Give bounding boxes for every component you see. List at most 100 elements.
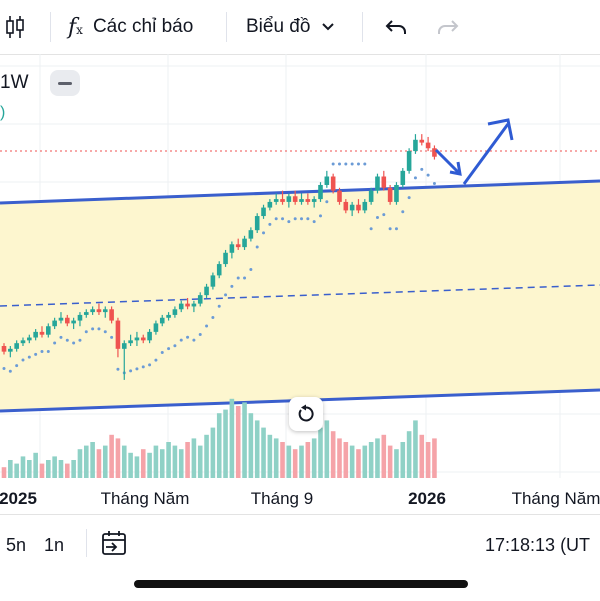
candle-body: [172, 309, 178, 315]
candle-body: [406, 151, 412, 171]
volume-bar: [147, 452, 152, 478]
candle-body: [159, 317, 165, 324]
range-1n-button[interactable]: 1n: [44, 535, 65, 555]
sar-dot: [401, 210, 405, 214]
sar-dot: [331, 162, 335, 166]
volume-bars: [1, 398, 437, 478]
volume-bar: [52, 456, 57, 478]
sar-dot: [40, 350, 44, 354]
sar-dot: [27, 355, 31, 359]
volume-bar: [387, 445, 393, 478]
candle-icon: [6, 16, 24, 38]
sar-dot: [198, 332, 202, 336]
sar-dot: [53, 341, 57, 345]
volume-bar: [413, 420, 418, 478]
legend-extra: ): [0, 104, 6, 121]
go-to-date-button[interactable]: [100, 529, 128, 562]
sar-dot: [148, 363, 152, 367]
chart-area[interactable]: 2025 Tháng Năm Tháng 9 2026 Tháng Năm 1W ): [0, 54, 600, 514]
volume-bar: [210, 427, 216, 478]
toolbar-divider: [362, 12, 363, 42]
volume-bar: [432, 438, 437, 478]
sar-dot: [356, 162, 360, 166]
undo-button[interactable]: [384, 0, 408, 54]
candle-body: [318, 184, 323, 200]
volume-bar: [39, 463, 45, 478]
candle-body: [343, 201, 349, 211]
sar-dot: [205, 324, 209, 328]
candle-body: [362, 201, 368, 211]
sar-dot: [103, 330, 107, 334]
volume-bar: [349, 445, 355, 478]
candle-body: [33, 331, 38, 338]
candle-body: [229, 244, 235, 253]
function-icon: fx: [68, 14, 83, 40]
sar-dot: [154, 358, 158, 362]
sar-dot: [426, 173, 430, 177]
sar-dot: [129, 369, 133, 373]
reset-chart-button[interactable]: [289, 397, 323, 431]
candle-body: [261, 207, 266, 217]
sar-dot: [160, 350, 164, 354]
sar-dot: [15, 364, 19, 368]
candle-body: [216, 264, 222, 276]
sar-dot: [388, 227, 392, 231]
candles: [1, 134, 437, 380]
candle-body: [273, 199, 279, 202]
sar-dot: [293, 217, 297, 221]
sar-dot: [255, 245, 259, 249]
x-axis-label: 2025: [0, 489, 37, 508]
candles-style-button[interactable]: [4, 0, 26, 54]
sar-dot: [268, 222, 272, 226]
forecast-arrowhead-down: [449, 161, 462, 176]
candle-body: [90, 309, 95, 313]
volume-bar: [229, 398, 235, 478]
volume-bar: [216, 413, 222, 478]
legend-collapse-button[interactable]: [50, 70, 80, 96]
candle-body: [83, 312, 89, 315]
forecast-arrow-up: [462, 123, 510, 185]
volume-bar: [65, 463, 70, 478]
volume-bar: [134, 456, 140, 478]
volume-bar: [109, 434, 114, 478]
sar-dot: [84, 330, 88, 334]
volume-bar: [235, 406, 241, 478]
sar-dot: [420, 167, 424, 171]
price-chart[interactable]: 2025 Tháng Năm Tháng 9 2026 Tháng Năm: [0, 54, 600, 514]
candle-body: [20, 340, 26, 344]
volume-bar: [368, 442, 374, 478]
candle-body: [349, 204, 355, 211]
volume-bar: [71, 460, 76, 478]
redo-icon: [438, 20, 459, 34]
volume-bar: [128, 452, 133, 478]
sar-dot: [369, 227, 373, 231]
chart-type-label: Biểu đồ: [246, 16, 311, 37]
candle-body: [27, 337, 32, 341]
clock-time[interactable]: 17:18:13 (UT: [485, 535, 591, 555]
sar-dot: [141, 365, 145, 369]
chart-type-button[interactable]: Biểu đồ: [246, 0, 336, 54]
sar-dot: [413, 176, 417, 180]
range-5n-button[interactable]: 5n: [6, 535, 27, 555]
redo-button[interactable]: [436, 0, 460, 54]
sar-dot: [65, 338, 69, 342]
candle-body: [368, 190, 374, 202]
sar-dot: [230, 284, 234, 288]
volume-bar: [261, 427, 266, 478]
candle-body: [400, 170, 406, 185]
volume-bar: [46, 460, 51, 478]
candle-body: [8, 348, 13, 352]
volume-bar: [425, 442, 431, 478]
candle-body: [267, 201, 273, 208]
volume-bar: [381, 434, 387, 478]
candle-body: [299, 199, 304, 202]
volume-bar: [27, 460, 32, 478]
candle-body: [330, 176, 336, 191]
candle-body: [324, 176, 330, 185]
volume-bar: [254, 420, 260, 478]
candle-body: [204, 286, 209, 296]
minus-icon: [58, 81, 72, 85]
volume-bar: [273, 438, 279, 478]
sar-dot: [116, 367, 120, 371]
indicators-button[interactable]: fx Các chỉ báo: [68, 0, 193, 54]
